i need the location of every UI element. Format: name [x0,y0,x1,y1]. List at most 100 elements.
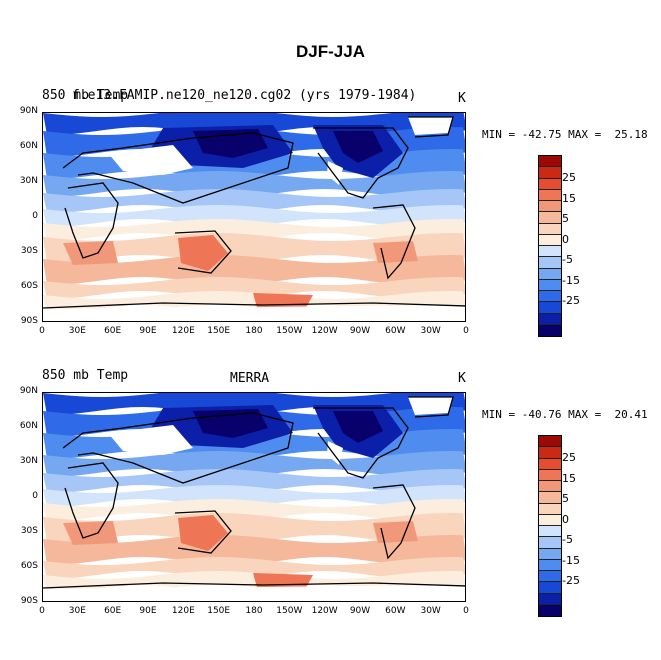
colorbar-box [539,481,561,493]
coast-greenland [408,396,454,418]
warm-patch-southafrica [63,241,118,265]
x-tick-label: 120W [311,606,338,616]
x-tick-label: 30W [420,326,441,336]
map-plot [42,392,466,602]
colorbar-box [539,189,561,201]
colorbar-label: 5 [562,492,569,505]
y-tick-label: 90S [20,596,38,606]
colorbar-label: 0 [562,232,569,246]
x-tick-label: 0 [463,326,469,336]
y-tick-label: 30N [19,456,38,466]
contour-band [43,513,465,543]
contour-band [43,485,465,507]
colorbar-box [539,167,561,179]
missing-rockies [327,441,343,465]
colorbar-box [539,279,561,291]
coast-antarctica [43,302,465,309]
y-tick-label: 0 [32,491,38,501]
y-tick-label: 60S [20,281,38,291]
colorbar-box [539,156,561,168]
colorbar-box [539,526,561,538]
x-tick-label: 0 [39,606,45,616]
coast-southamerica [372,484,416,560]
contour-band [43,219,465,241]
x-tick-label: 60E [104,606,122,616]
colorbar-label: 5 [562,212,569,225]
contour-band [43,557,465,579]
warm-patch-southamerica [373,521,418,543]
y-tick-label: 60S [20,561,38,571]
coast-australia [174,230,232,274]
colorbar-box [539,313,561,325]
coast-africa [64,182,119,259]
x-tick-label: 150W [276,606,303,616]
y-tick-label: 90S [20,316,38,326]
y-tick-label: 30S [20,246,38,256]
contour-band [43,469,465,493]
colorbar-box [539,604,561,616]
coast-northamerica [313,127,409,199]
colorbar-box [539,548,561,560]
colorbar-box [539,447,561,459]
coast-southamerica [372,204,416,280]
colorbar-box [539,223,561,235]
coast-northamerica [313,407,409,479]
panel-center-label: MERRA [230,371,270,386]
colorbar-box [539,201,561,213]
figure-title: DJF-JJA [296,42,365,61]
missing-greenland [408,117,453,135]
x-tick-label: 120E [171,326,195,336]
colorbar-label: -15 [562,553,580,567]
colorbar-box [539,246,561,258]
colorbar-label: 25 [562,451,576,464]
y-tick-label: 60N [19,421,38,431]
panel-model: 850 mb Temp f.e13.FAMIP.ne120_ne120.cg02… [0,88,661,368]
panel-units-label: K [458,371,466,386]
y-tick-label: 60N [19,141,38,151]
y-tick-label: 30N [19,176,38,186]
contour-band [43,499,465,521]
colorbar-box [539,234,561,246]
cold-core-canada [333,411,383,443]
missing-antarctica [43,585,465,601]
colorbar-box [539,492,561,504]
contour-band [43,233,465,263]
colorbar-box [539,436,561,448]
x-tick-label: 180 [245,606,263,616]
x-tick-label: 150W [276,326,303,336]
coast-eurasia [62,412,294,484]
cold-core-canada [333,131,383,163]
colorbar-box [539,324,561,336]
coast-africa [64,462,119,539]
x-tick-label: 0 [463,606,469,616]
panel-center-label: f.e13.FAMIP.ne120_ne120.cg02 (yrs 1979-1… [72,88,417,103]
contour-band [43,171,465,197]
panel-left-label: 850 mb Temp [42,368,129,383]
colorbar-box [539,514,561,526]
x-tick-label: 90E [139,326,157,336]
minmax-readout: MIN = -40.76 MAX = 20.41 [482,408,648,421]
colorbar-box [539,571,561,583]
colorbar-box [539,593,561,605]
colorbar-label: -5 [562,253,573,266]
colorbar-label: 15 [562,471,576,485]
x-tick-label: 90E [139,606,157,616]
colorbar-box [539,268,561,280]
contour-band [43,205,465,227]
contour-band [43,255,465,285]
warm-patch-southafrica [63,521,118,545]
colorbar-box [539,302,561,314]
colorbar-box [539,537,561,549]
contour-band [43,451,465,477]
contour-band [43,535,465,565]
coast-australia [174,510,232,554]
colorbar [538,435,562,617]
colorbar-label: -25 [562,294,580,307]
colorbar-label: 25 [562,171,576,184]
x-tick-label: 90W [349,326,371,336]
warm-patch-australia [178,235,228,271]
missing-himalaya [108,425,193,455]
colorbar-label: -15 [562,273,580,287]
x-tick-label: 60W [385,606,406,616]
x-tick-label: 150E [207,606,231,616]
